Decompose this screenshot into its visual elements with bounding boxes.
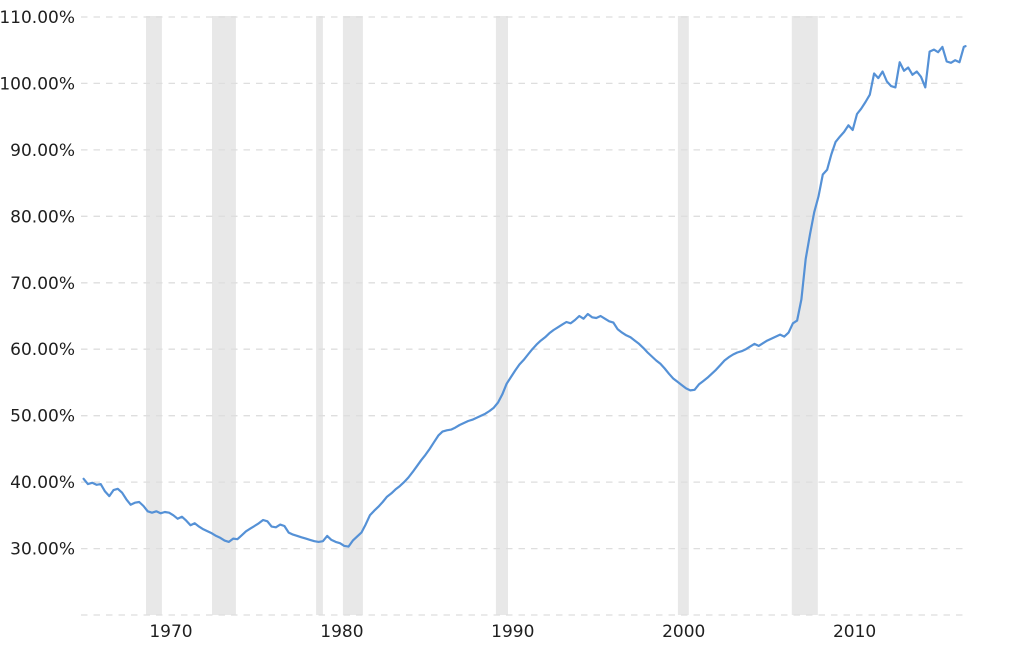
plot-area[interactable] — [81, 17, 966, 615]
recession-band — [316, 16, 323, 615]
y-tick-label: 40.00% — [10, 473, 75, 493]
y-tick-label: 50.00% — [10, 407, 75, 427]
y-tick-label: 110.00% — [0, 8, 75, 28]
recession-bands-group — [146, 16, 818, 615]
x-tick-label: 2000 — [662, 622, 705, 642]
recession-band — [677, 16, 689, 615]
x-tick-label: 1980 — [320, 622, 363, 642]
recession-band — [342, 16, 363, 615]
debt-to-gdp-line — [82, 45, 967, 548]
x-tick-label: 1990 — [491, 622, 534, 642]
recession-band — [146, 16, 162, 615]
y-tick-label: 90.00% — [10, 141, 75, 161]
recession-band — [495, 16, 508, 615]
y-tick-label: 100.00% — [0, 74, 75, 94]
y-tick-label: 30.00% — [10, 540, 75, 560]
x-tick-label: 1970 — [149, 622, 192, 642]
series-group — [82, 45, 967, 548]
recession-band — [791, 16, 818, 615]
recession-band — [212, 16, 236, 615]
gridlines-group — [81, 16, 966, 616]
y-tick-label: 80.00% — [10, 207, 75, 227]
x-tick-label: 2010 — [833, 622, 876, 642]
x-axis-tick-labels: 1970 1980 1990 2000 2010 — [149, 622, 876, 642]
y-tick-label: 60.00% — [10, 340, 75, 360]
y-tick-label: 70.00% — [10, 274, 75, 294]
y-axis-tick-labels: 110.00% 100.00% 90.00% 80.00% 70.00% 60.00% 50… — [0, 8, 75, 560]
